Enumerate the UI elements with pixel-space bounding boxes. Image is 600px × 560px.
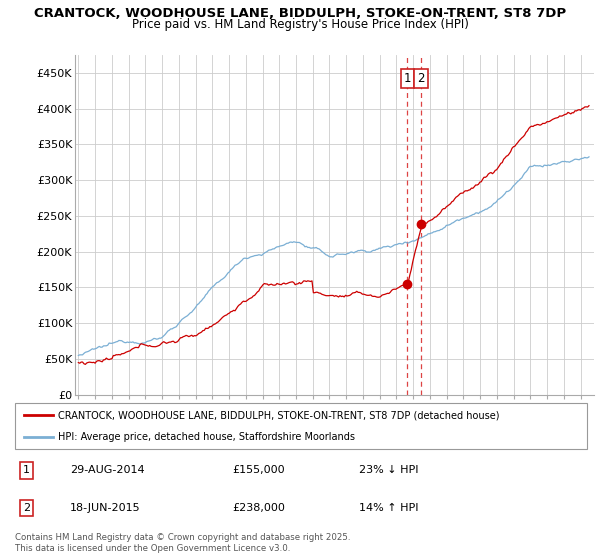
Text: 23% ↓ HPI: 23% ↓ HPI bbox=[359, 465, 419, 475]
Text: Contains HM Land Registry data © Crown copyright and database right 2025.
This d: Contains HM Land Registry data © Crown c… bbox=[15, 533, 350, 553]
Text: 1: 1 bbox=[23, 465, 30, 475]
Text: £238,000: £238,000 bbox=[232, 503, 285, 513]
Text: 1: 1 bbox=[404, 72, 411, 85]
Text: HPI: Average price, detached house, Staffordshire Moorlands: HPI: Average price, detached house, Staf… bbox=[58, 432, 355, 442]
Text: 14% ↑ HPI: 14% ↑ HPI bbox=[359, 503, 419, 513]
Text: CRANTOCK, WOODHOUSE LANE, BIDDULPH, STOKE-ON-TRENT, ST8 7DP: CRANTOCK, WOODHOUSE LANE, BIDDULPH, STOK… bbox=[34, 7, 566, 20]
Text: 2: 2 bbox=[417, 72, 425, 85]
Text: 18-JUN-2015: 18-JUN-2015 bbox=[70, 503, 140, 513]
Text: 29-AUG-2014: 29-AUG-2014 bbox=[70, 465, 145, 475]
FancyBboxPatch shape bbox=[15, 404, 587, 449]
Text: £155,000: £155,000 bbox=[232, 465, 284, 475]
Text: 2: 2 bbox=[23, 503, 30, 513]
Text: CRANTOCK, WOODHOUSE LANE, BIDDULPH, STOKE-ON-TRENT, ST8 7DP (detached house): CRANTOCK, WOODHOUSE LANE, BIDDULPH, STOK… bbox=[58, 410, 500, 421]
Text: Price paid vs. HM Land Registry's House Price Index (HPI): Price paid vs. HM Land Registry's House … bbox=[131, 18, 469, 31]
